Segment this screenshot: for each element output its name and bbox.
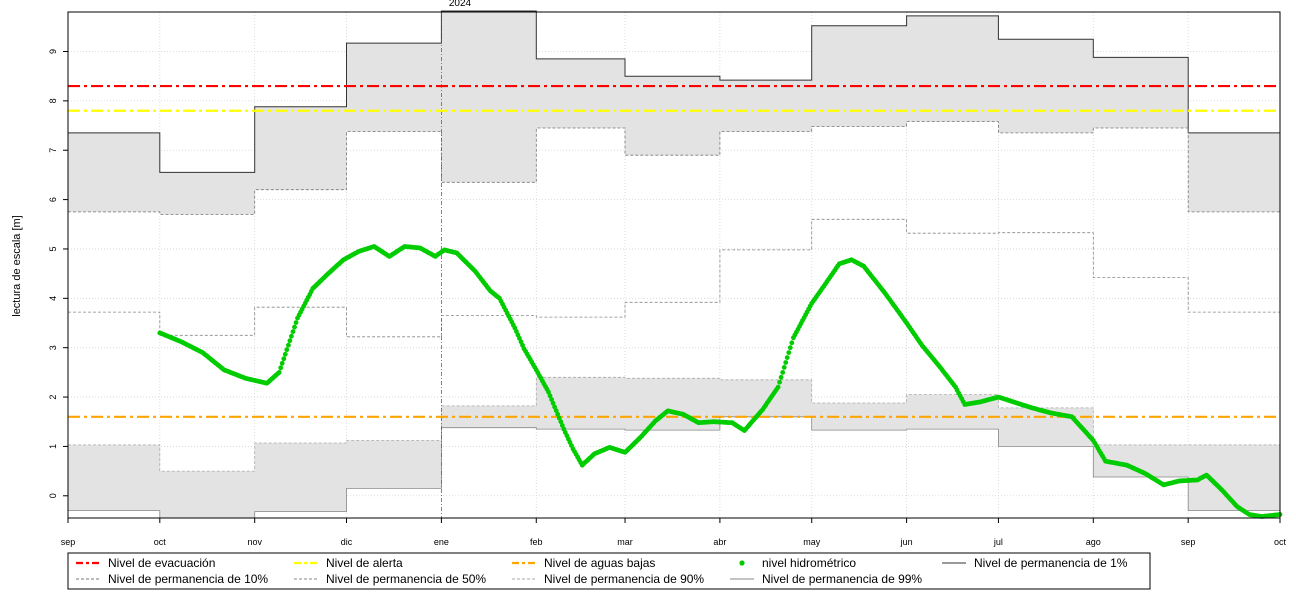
- observed-point: [775, 384, 781, 390]
- observed-point: [556, 415, 562, 421]
- observed-point: [783, 360, 789, 365]
- x-tick-label: jun: [900, 537, 913, 547]
- observed-point: [550, 400, 556, 406]
- observed-point: [292, 324, 297, 330]
- observed-point: [279, 360, 285, 366]
- y-tick-label: 3: [48, 345, 58, 350]
- y-tick-label: 6: [48, 197, 58, 202]
- legend-item: Nivel de alerta: [294, 556, 403, 570]
- observed-point: [549, 397, 554, 402]
- legend-label: nivel hidrométrico: [762, 556, 856, 570]
- legend-item: Nivel de aguas bajas: [512, 556, 655, 570]
- y-tick-label: 7: [48, 148, 58, 153]
- x-tick-label: feb: [530, 537, 543, 547]
- observed-point: [547, 393, 553, 399]
- line-pct99: [68, 416, 1281, 519]
- plot-area: 0 1 2 3 4 5 6 7 8 9 sep oct nov dic ene feb mar abr may jun…: [48, 10, 1287, 547]
- y-tick-label: 9: [48, 49, 58, 54]
- x-tick-label: oct: [1274, 537, 1287, 547]
- y-tick-label: 1: [48, 444, 58, 449]
- observed-point: [786, 350, 792, 355]
- observed-point: [784, 355, 790, 360]
- x-tick-label: dic: [341, 537, 353, 547]
- line-pct10: [68, 121, 1281, 215]
- x-tick-label: abr: [713, 537, 726, 547]
- legend-marker: [739, 560, 745, 566]
- legend-label: Nivel de permanencia de 10%: [108, 572, 268, 586]
- observed-point: [284, 347, 290, 353]
- legend-item: Nivel de permanencia de 90%: [512, 572, 704, 586]
- line-pct90: [68, 376, 1281, 472]
- observed-point: [787, 345, 793, 351]
- x-tick-label: oct: [154, 537, 167, 547]
- observed-point: [289, 333, 294, 339]
- observed-point: [559, 423, 565, 428]
- observed-point: [781, 365, 787, 370]
- x-tick-label: mar: [617, 537, 633, 547]
- legend-label: Nivel de permanencia de 99%: [762, 572, 922, 586]
- legend: Nivel de evacuación Nivel de alerta Nivel …: [67, 552, 1151, 590]
- observed-point: [558, 419, 564, 425]
- year-label: 2024: [449, 0, 472, 9]
- observed-point: [290, 329, 296, 334]
- legend-label: Nivel de permanencia de 50%: [326, 572, 486, 586]
- y-tick-label: 2: [48, 395, 58, 400]
- observed-point: [293, 320, 299, 325]
- y-tick-label: 5: [48, 246, 58, 251]
- observed-point: [276, 370, 282, 375]
- legend-item: Nivel de evacuación: [76, 556, 215, 570]
- x-tick-label: jul: [993, 537, 1003, 547]
- observed-point: [553, 408, 559, 413]
- legend-item: Nivel de permanencia de 1%: [942, 556, 1128, 570]
- legend-label: Nivel de permanencia de 90%: [544, 572, 704, 586]
- x-tick-label: ene: [434, 537, 449, 547]
- legend-label: Nivel de permanencia de 1%: [974, 556, 1128, 570]
- observed-point: [778, 374, 784, 380]
- x-tick-label: sep: [1181, 537, 1196, 547]
- observed-point: [555, 411, 561, 417]
- legend-label: Nivel de aguas bajas: [544, 556, 655, 570]
- x-tick-label: may: [803, 537, 821, 547]
- observed-point: [780, 370, 786, 375]
- y-axis-title: lectura de escala [m]: [11, 215, 23, 317]
- y-tick-label: 4: [48, 296, 58, 301]
- observed-point: [286, 342, 291, 348]
- legend-item: Nivel de permanencia de 10%: [76, 572, 268, 586]
- observed-point: [282, 351, 288, 357]
- observed-point: [789, 340, 795, 346]
- x-tick-label: nov: [247, 537, 262, 547]
- x-tick-label: sep: [61, 537, 76, 547]
- observed-point: [278, 365, 284, 371]
- observed-point: [546, 389, 551, 395]
- observed-point: [552, 404, 557, 410]
- line-pct50: [68, 218, 1281, 338]
- line-pct1: [68, 10, 1281, 173]
- observed-point: [287, 338, 293, 344]
- legend-item: Nivel de permanencia de 99%: [730, 572, 922, 586]
- legend-item: Nivel de permanencia de 50%: [294, 572, 486, 586]
- legend-label: Nivel de alerta: [326, 556, 403, 570]
- y-tick-label: 8: [48, 98, 58, 103]
- y-tick-label: 0: [48, 493, 58, 498]
- observed-point: [281, 356, 287, 362]
- band-lower: [68, 377, 1280, 518]
- observed-point: [777, 379, 782, 385]
- plot-frame: [67, 11, 1281, 519]
- legend-item: nivel hidrométrico: [739, 556, 856, 570]
- legend-label: Nivel de evacuación: [108, 556, 215, 570]
- legend-box: [67, 552, 1151, 590]
- observed-series: [157, 244, 1283, 519]
- band-upper: [68, 11, 1280, 215]
- x-tick-label: ago: [1086, 537, 1101, 547]
